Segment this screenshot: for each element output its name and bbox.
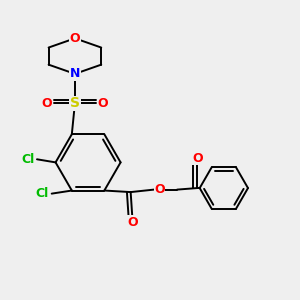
- Text: O: O: [70, 32, 80, 45]
- Text: O: O: [98, 97, 108, 110]
- Text: S: S: [70, 96, 80, 110]
- Text: O: O: [127, 216, 137, 229]
- Text: O: O: [154, 183, 165, 196]
- Text: N: N: [70, 68, 80, 80]
- Text: O: O: [192, 152, 202, 164]
- Text: Cl: Cl: [21, 153, 34, 166]
- Text: O: O: [42, 97, 52, 110]
- Text: Cl: Cl: [36, 187, 49, 200]
